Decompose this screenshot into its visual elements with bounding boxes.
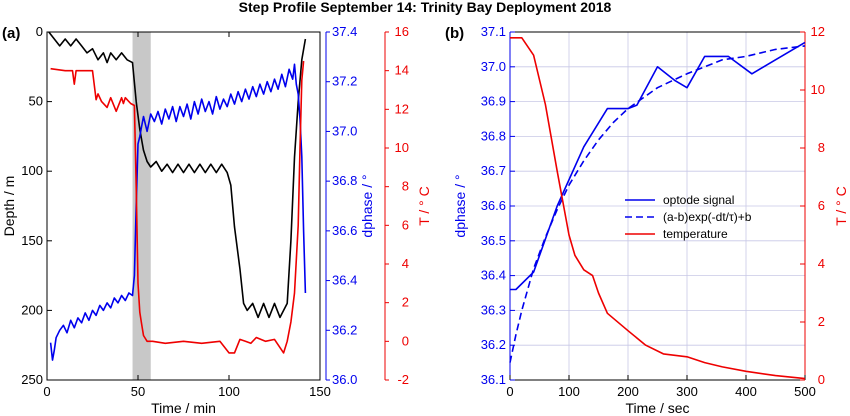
y-left-tick-label: 37.0	[481, 59, 506, 74]
y-right-tick-label: 12	[811, 24, 825, 39]
y-axis-label-left: dphase / °	[452, 174, 468, 237]
y-axis-label-right: T / ° C	[416, 186, 432, 226]
x-tick-label: 400	[735, 384, 757, 399]
y-left-tick-label: 150	[21, 233, 43, 248]
y-left-tick-label: 200	[21, 302, 43, 317]
y-axis-label-right: T / ° C	[833, 186, 849, 226]
y-left-tick-label: 37.1	[481, 24, 506, 39]
y-axis-label-mid: dphase / °	[359, 174, 375, 237]
legend-entry: optode signal	[663, 193, 734, 207]
x-tick-label: 0	[506, 384, 513, 399]
y-left-tick-label: 36.9	[481, 94, 506, 109]
right-tick-label: 12	[395, 101, 409, 116]
mid-tick-label: 36.8	[332, 173, 357, 188]
right-tick-label: -2	[397, 372, 409, 387]
x-tick-label: 0	[43, 384, 50, 399]
right-tick-label: 4	[402, 256, 409, 271]
series-line-b-1	[509, 45, 806, 363]
x-tick-label: 50	[131, 384, 145, 399]
y-left-tick-label: 0	[36, 24, 43, 39]
mid-tick-label: 37.2	[332, 74, 357, 89]
series-line-a-black	[48, 31, 307, 319]
y-right-tick-label: 10	[811, 82, 825, 97]
right-tick-label: 10	[395, 140, 409, 155]
mid-tick-label: 36.2	[332, 322, 357, 337]
right-tick-label: 6	[402, 217, 409, 232]
series-line-a-red	[50, 60, 305, 354]
shaded-region	[132, 32, 151, 380]
y-left-tick-label: 36.6	[481, 198, 506, 213]
y-left-tick-label: 36.7	[481, 163, 506, 178]
y-right-tick-label: 8	[818, 140, 825, 155]
y-right-tick-label: 0	[818, 372, 825, 387]
y-left-tick-label: 100	[21, 163, 43, 178]
plot-frame-a	[46, 31, 321, 381]
y-left-tick-label: 36.4	[481, 268, 506, 283]
series-line-b-2	[510, 36, 806, 380]
x-tick-label: 100	[558, 384, 580, 399]
x-axis-label: Time / min	[151, 400, 216, 416]
x-tick-label: 150	[309, 384, 331, 399]
panel-a-label: (a)	[2, 25, 20, 42]
mid-tick-label: 36.4	[332, 273, 357, 288]
y-axis-label-left: Depth / m	[1, 176, 17, 237]
y-right-tick-label: 2	[818, 314, 825, 329]
mid-tick-label: 37.0	[332, 123, 357, 138]
panel-b-chart: 0 100 200 300 400 50036.136.236.336.436.536.6…	[452, 24, 849, 416]
panel-b-label: (b)	[445, 25, 464, 42]
series-line-a-blue	[49, 63, 307, 361]
y-left-tick-label: 36.2	[481, 337, 506, 352]
x-tick-label: 300	[676, 384, 698, 399]
y-left-tick-label: 36.1	[481, 372, 506, 387]
mid-tick-label: 36.0	[332, 372, 357, 387]
mid-tick-label: 36.6	[332, 223, 357, 238]
x-tick-label: 500	[794, 384, 816, 399]
right-tick-label: 2	[402, 295, 409, 310]
right-tick-label: 0	[402, 333, 409, 348]
y-left-tick-label: 36.3	[481, 302, 506, 317]
y-left-tick-label: 50	[29, 94, 43, 109]
series-line-b-0	[510, 41, 806, 291]
right-tick-label: 14	[395, 63, 409, 78]
right-tick-label: 16	[395, 24, 409, 39]
x-tick-label: 100	[218, 384, 240, 399]
mid-tick-label: 37.4	[332, 24, 357, 39]
y-right-tick-label: 6	[818, 198, 825, 213]
y-left-tick-label: 36.5	[481, 233, 506, 248]
figure-title: Step Profile September 14: Trinity Bay D…	[239, 0, 612, 15]
right-tick-label: 8	[402, 179, 409, 194]
y-left-tick-label: 250	[21, 372, 43, 387]
x-axis-label: Time / sec	[625, 400, 689, 416]
legend-entry: (a-b)exp(-dt/τ)+b	[663, 210, 752, 224]
legend-entry: temperature	[663, 227, 728, 241]
y-right-tick-label: 4	[818, 256, 825, 271]
y-left-tick-label: 36.8	[481, 128, 506, 143]
x-tick-label: 200	[617, 384, 639, 399]
